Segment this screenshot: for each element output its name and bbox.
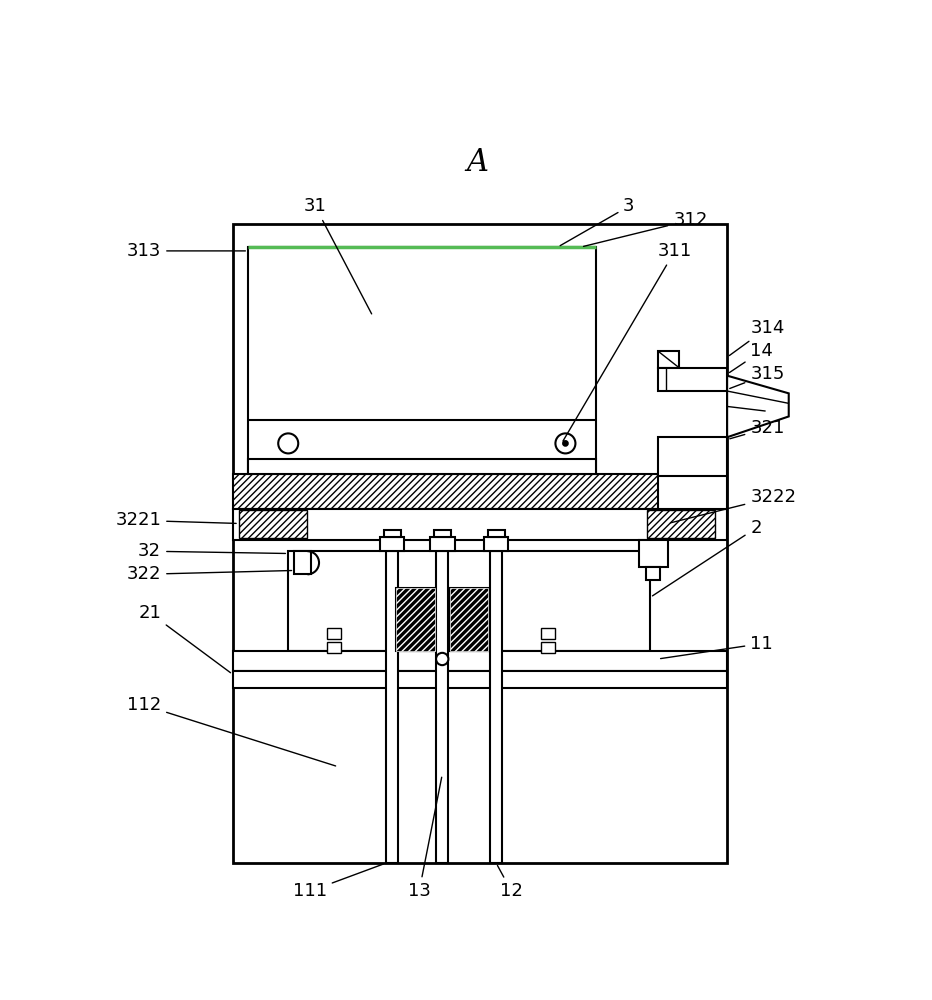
Text: 32: 32	[138, 542, 285, 560]
Bar	[490, 551, 502, 863]
Bar	[541, 628, 555, 639]
Text: 322: 322	[127, 565, 292, 583]
Text: 321: 321	[730, 419, 785, 439]
Bar	[384, 530, 401, 537]
Bar	[248, 247, 596, 474]
Bar	[430, 537, 455, 551]
Bar	[233, 474, 727, 509]
Bar	[288, 551, 651, 651]
Circle shape	[563, 441, 568, 446]
Text: 313: 313	[127, 242, 245, 260]
Text: 13: 13	[407, 777, 442, 900]
Bar	[233, 671, 727, 688]
Text: 111: 111	[293, 864, 383, 900]
Bar	[658, 437, 727, 476]
Bar	[658, 368, 727, 391]
Circle shape	[279, 433, 298, 453]
Bar	[450, 588, 488, 651]
Text: 3221: 3221	[116, 511, 236, 529]
Bar	[386, 551, 398, 863]
Text: 11: 11	[661, 635, 773, 659]
Bar	[450, 588, 488, 651]
Bar	[396, 588, 434, 651]
Bar	[541, 642, 555, 653]
Bar	[487, 530, 504, 537]
Text: 3: 3	[560, 197, 635, 246]
Bar	[233, 509, 727, 540]
Polygon shape	[727, 376, 788, 437]
Circle shape	[555, 433, 575, 453]
Text: 112: 112	[127, 696, 336, 766]
Bar	[233, 651, 727, 671]
Bar	[484, 537, 509, 551]
Text: 311: 311	[563, 242, 692, 441]
Text: 2: 2	[652, 519, 761, 596]
Bar	[327, 642, 340, 653]
Text: 21: 21	[138, 604, 230, 673]
Text: A: A	[467, 147, 488, 178]
Bar	[233, 224, 727, 863]
Text: 315: 315	[730, 365, 785, 389]
Bar	[239, 510, 307, 538]
Text: 31: 31	[304, 197, 372, 314]
Bar	[380, 537, 404, 551]
Text: 3222: 3222	[670, 488, 796, 523]
Text: 314: 314	[730, 319, 785, 356]
Bar	[658, 351, 679, 368]
Bar	[396, 588, 434, 651]
Bar	[248, 459, 596, 474]
Bar	[295, 551, 311, 574]
Text: 312: 312	[583, 211, 707, 246]
Text: 12: 12	[498, 865, 523, 900]
Bar	[433, 530, 451, 537]
Bar	[646, 567, 660, 580]
Bar	[658, 474, 727, 509]
Bar	[647, 510, 715, 538]
Bar	[638, 540, 668, 567]
Bar	[327, 628, 340, 639]
Circle shape	[436, 653, 448, 665]
Text: 14: 14	[730, 342, 774, 373]
Bar	[436, 551, 448, 863]
